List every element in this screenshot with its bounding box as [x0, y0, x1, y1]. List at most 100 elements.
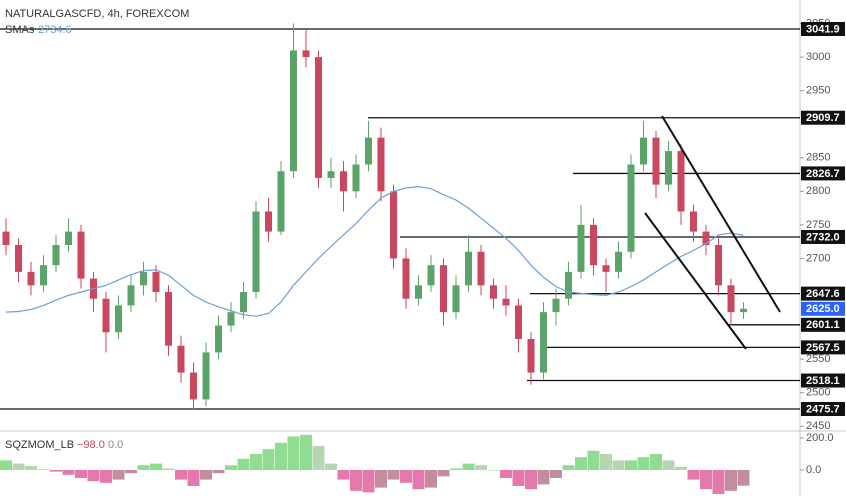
candle-body: [602, 265, 610, 272]
level-box: [801, 401, 845, 416]
momentum-bar: [737, 470, 750, 486]
candle-body: [465, 251, 472, 286]
y-tick-label: 2950: [806, 85, 830, 97]
momentum-bar: [662, 460, 675, 470]
y-tick-label: 2550: [806, 353, 830, 365]
candle-body: [202, 352, 210, 400]
candle-body: [690, 211, 697, 232]
levels: [0, 28, 800, 410]
candle-body: [515, 305, 522, 339]
y-tick-label: 2800: [806, 185, 830, 197]
momentum-bar: [325, 463, 337, 470]
momentum-bar: [437, 470, 450, 477]
level-box: [801, 286, 845, 301]
momentum-bar: [200, 470, 212, 480]
momentum-bar: [700, 470, 712, 490]
y-tick-label: 2700: [806, 252, 830, 264]
price-axis: 3050300029502850280027502700255025002450…: [801, 17, 845, 476]
level-label: 2647.6: [806, 288, 840, 300]
momentum-bar: [725, 470, 737, 491]
candle-body: [340, 171, 347, 192]
candle-body: [27, 271, 35, 286]
candle-body: [52, 245, 60, 266]
level-box: [801, 110, 845, 125]
candle-body: [652, 137, 660, 185]
momentum-bar: [562, 465, 575, 470]
momentum-bar: [62, 470, 75, 475]
momentum-bar: [262, 449, 275, 470]
momentum-bar: [625, 460, 637, 470]
candle-body: [177, 345, 185, 373]
candle-body: [615, 251, 622, 272]
momentum-bar: [150, 463, 162, 470]
candle-body: [2, 231, 10, 246]
candle-body: [665, 151, 672, 185]
candle-body: [140, 271, 147, 286]
candle-body: [577, 224, 585, 272]
candle-body: [252, 211, 260, 293]
candle-body: [702, 231, 710, 246]
momentum-bar: [500, 470, 512, 478]
candle-body: [477, 251, 485, 286]
level-label: 2909.7: [806, 112, 840, 124]
last-price-label: 2625.0: [806, 303, 840, 315]
momentum-bar: [425, 470, 437, 488]
candle-body: [590, 224, 597, 266]
momentum-bar: [137, 465, 150, 470]
y-tick-label: 2750: [806, 219, 830, 231]
candle-body: [627, 164, 635, 252]
momentum-bar: [400, 470, 412, 483]
candle-body: [415, 285, 422, 299]
level-box: [801, 229, 845, 244]
candle-body: [452, 285, 460, 313]
momentum-bar: [87, 470, 100, 482]
momentum-bar: [350, 470, 362, 491]
candle-body: [427, 265, 435, 286]
legend-name: SMAs: [5, 24, 35, 36]
momentum-bar: [487, 470, 500, 471]
candle-body: [77, 231, 85, 279]
momentum-bar: [362, 470, 375, 493]
plot: [0, 23, 750, 494]
momentum-bar: [412, 470, 425, 490]
level-box: [801, 317, 845, 332]
channel-line: [661, 115, 781, 313]
level-label: 2567.5: [806, 342, 840, 354]
candle-body: [365, 137, 372, 165]
momentum-bar: [587, 450, 600, 470]
candle-body: [152, 271, 160, 293]
momentum-bar: [600, 454, 612, 470]
level-label: 2518.1: [806, 375, 840, 387]
candle-body: [315, 57, 322, 178]
level-label: 2601.1: [806, 319, 840, 331]
candle-body: [277, 171, 285, 232]
candle-body: [502, 298, 510, 306]
candle-body: [377, 137, 385, 192]
candle-body: [227, 312, 235, 326]
momentum-bar: [712, 470, 725, 494]
candle-body: [265, 211, 272, 232]
momentum-bar: [550, 470, 562, 478]
momentum-bar: [112, 470, 125, 480]
chart-title: NATURALGASCFD, 4h, FOREXCOM: [5, 8, 189, 20]
momentum-bar: [212, 470, 225, 474]
candle-body: [240, 292, 247, 313]
level-box: [801, 166, 845, 181]
momentum-bar: [162, 468, 175, 470]
sma-line: [5, 186, 744, 317]
level-label: 2475.7: [806, 403, 840, 415]
momentum-bar: [75, 470, 87, 478]
channel-line: [644, 212, 747, 350]
momentum-bar: [25, 466, 37, 470]
momentum-bar: [250, 454, 262, 470]
candle-body: [552, 298, 560, 313]
momentum-bar: [462, 463, 475, 470]
candle-body: [390, 191, 397, 259]
legend-value: 2734.6: [38, 24, 72, 36]
momentum-bar: [612, 460, 625, 470]
momentum-bar: [525, 470, 537, 490]
candle-body: [40, 265, 47, 286]
indicator-value: 0.0: [108, 439, 123, 451]
momentum-bar: [0, 460, 12, 470]
